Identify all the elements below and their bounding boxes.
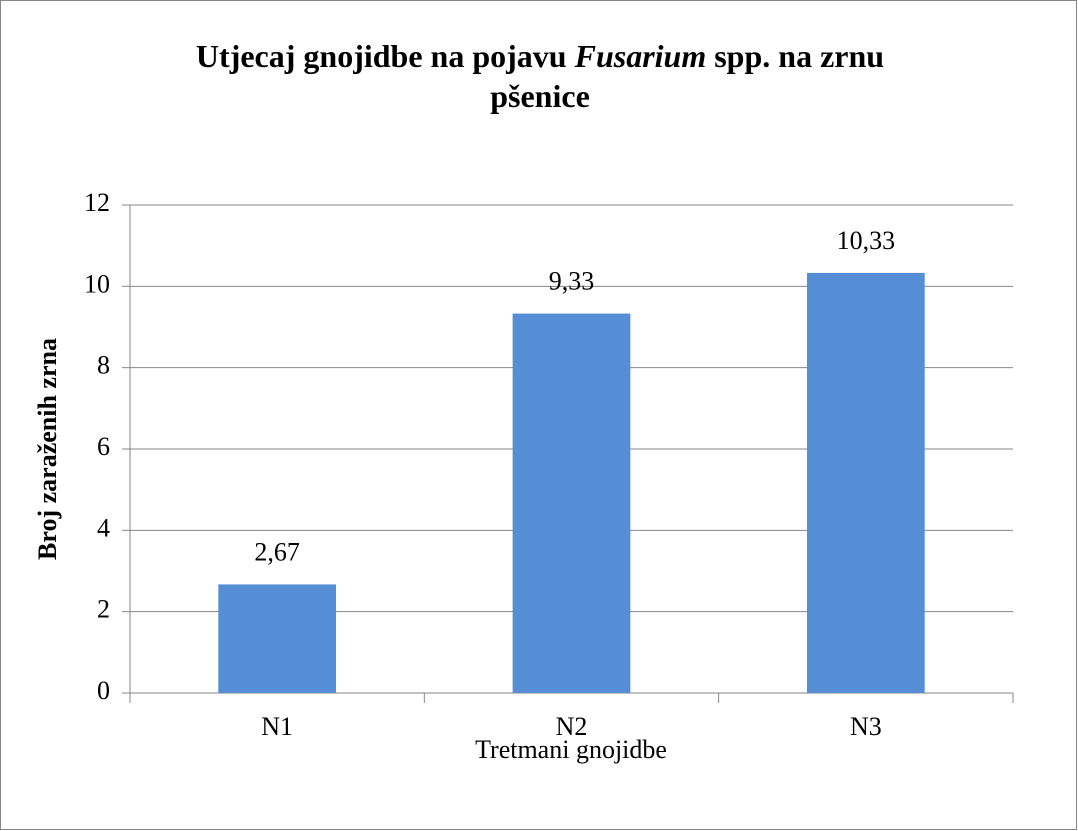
y-tick-label: 4	[97, 513, 110, 542]
y-tick-label: 8	[97, 351, 110, 380]
y-tick-label: 12	[84, 188, 110, 217]
title-segment: Utjecaj gnojidbe na pojavu	[196, 38, 575, 74]
title-segment: Fusarium	[574, 38, 707, 74]
title-segment: pšenice	[490, 78, 590, 114]
bar	[806, 272, 925, 693]
data-label: 10,33	[837, 226, 896, 255]
y-axis-label: Broj zaraženih zrna	[33, 338, 62, 560]
data-label: 2,67	[254, 537, 300, 566]
title-segment: spp. na zrnu	[706, 38, 884, 74]
chart-title: Utjecaj gnojidbe na pojavu Fusarium spp.…	[196, 38, 884, 74]
bar	[512, 313, 631, 693]
y-tick-label: 10	[84, 269, 110, 298]
x-tick-label: N3	[850, 712, 882, 741]
y-tick-label: 2	[97, 595, 110, 624]
x-tick-label: N1	[261, 712, 293, 741]
y-tick-label: 0	[97, 676, 110, 705]
chart-title: pšenice	[490, 78, 590, 114]
y-tick-label: 6	[97, 432, 110, 461]
x-axis-label: Tretmani gnojidbe	[475, 735, 667, 764]
data-label: 9,33	[549, 267, 595, 296]
x-tick-label: N2	[556, 712, 588, 741]
bar	[218, 584, 337, 693]
